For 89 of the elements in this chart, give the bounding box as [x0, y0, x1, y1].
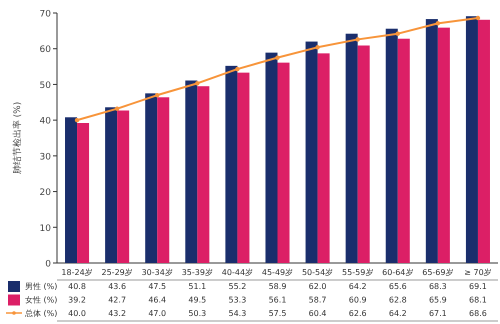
data-label: 42.7 [108, 296, 126, 304]
y-tick-label: 60 [40, 45, 52, 56]
data-label: 64.2 [348, 282, 367, 291]
y-tick-label: 40 [40, 116, 52, 127]
x-tick-label: 35-39岁 [182, 268, 213, 277]
x-tick-label: 50-54岁 [302, 268, 334, 277]
point [155, 92, 160, 98]
point [476, 16, 480, 20]
x-tick-label: 25-29岁 [102, 268, 133, 277]
data-label: 68.1 [469, 296, 487, 304]
data-label: 47.5 [148, 282, 166, 291]
data-label: 50.3 [188, 309, 206, 318]
bar [77, 123, 90, 263]
bar [478, 20, 490, 263]
data-label: 68.6 [469, 309, 487, 318]
point [275, 55, 280, 60]
bar [185, 80, 198, 263]
x-tick-label: 45-49岁 [262, 268, 294, 277]
point [74, 118, 80, 122]
point [315, 45, 320, 50]
data-label: 55.2 [228, 282, 246, 291]
data-label: 62.8 [388, 296, 407, 304]
data-label: 40.0 [68, 309, 86, 318]
bar [157, 97, 170, 263]
y-tick-label: 20 [40, 188, 52, 198]
data-label: 58.7 [308, 296, 326, 304]
bar [278, 62, 290, 263]
data-label: 60.9 [348, 296, 367, 304]
y-tick-label: 50 [40, 80, 52, 91]
data-label: 46.4 [148, 296, 166, 304]
data-label: 54.3 [228, 309, 246, 318]
data-label: 62.6 [348, 309, 367, 318]
data-label: 65.9 [428, 296, 447, 304]
data-label: 67.1 [428, 309, 447, 318]
point [114, 106, 120, 111]
x-tick-label: 40-44岁 [222, 268, 254, 277]
bar [438, 28, 450, 263]
data-label: 69.1 [469, 282, 487, 291]
point [436, 21, 440, 26]
point [396, 32, 400, 36]
x-tick-label: 60-64岁 [382, 268, 414, 277]
y-axis-title: 肺结节检出率 (%) [12, 102, 23, 174]
data-label: 49.5 [188, 296, 206, 304]
legend-label: 总体 (%) [24, 309, 58, 318]
bar [225, 66, 238, 263]
data-label: 39.2 [68, 296, 86, 304]
data-label: 62.0 [308, 282, 326, 291]
x-tick-label: 55-59岁 [342, 268, 374, 277]
data-label: 65.6 [388, 282, 407, 291]
legend-label: 男性 (%) [25, 282, 58, 291]
bar [318, 53, 330, 263]
point [355, 37, 360, 42]
data-label: 53.3 [228, 296, 246, 304]
point [235, 66, 240, 72]
bar [265, 52, 278, 263]
bar [145, 93, 158, 263]
bar [346, 34, 358, 263]
y-tick-label: 70 [40, 10, 52, 20]
y-tick-label: 30 [40, 152, 52, 162]
data-label: 58.9 [268, 282, 286, 291]
x-tick-label: ≥ 70岁 [464, 268, 492, 277]
bar [358, 46, 370, 263]
data-label: 43.6 [108, 282, 126, 291]
data-label: 60.4 [308, 309, 326, 318]
data-label: 51.1 [188, 282, 206, 291]
data-label: 47.0 [148, 309, 166, 318]
bar [306, 42, 318, 263]
x-tick-label: 65-69岁 [422, 268, 454, 277]
x-tick-label: 30-34岁 [142, 268, 173, 277]
bar [466, 16, 478, 263]
bar [197, 86, 210, 263]
data-label: 56.1 [268, 296, 286, 304]
data-label: 64.2 [388, 309, 407, 318]
bar [65, 117, 78, 263]
y-tick-label: 10 [40, 224, 52, 234]
bar [117, 110, 130, 263]
point [195, 81, 200, 86]
bar [398, 38, 410, 263]
data-label: 43.2 [108, 309, 126, 318]
bar [237, 72, 250, 263]
y-tick-label: 0 [45, 260, 52, 270]
legend-label: 女性 (%) [25, 296, 58, 304]
x-tick-label: 18-24岁 [61, 268, 93, 277]
bar [386, 28, 398, 263]
data-label: 57.5 [268, 309, 286, 318]
data-label: 68.3 [428, 282, 447, 291]
bar [105, 107, 118, 263]
data-label: 40.8 [68, 282, 86, 291]
bar [426, 19, 438, 263]
